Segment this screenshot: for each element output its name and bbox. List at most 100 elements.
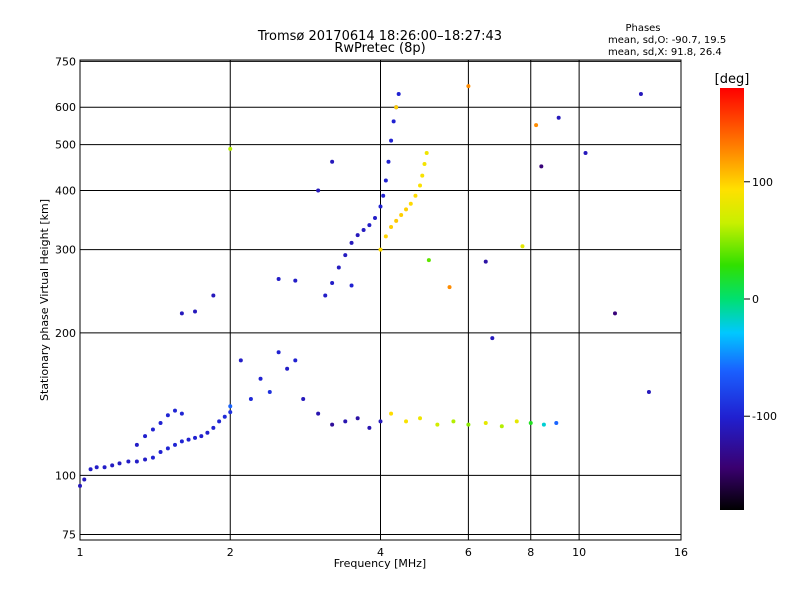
data-point xyxy=(451,419,456,424)
data-point xyxy=(556,115,561,120)
data-point xyxy=(420,173,425,178)
data-point xyxy=(330,422,335,427)
data-point xyxy=(343,253,348,258)
data-point xyxy=(222,414,227,419)
x-tick-label: 8 xyxy=(527,546,534,559)
data-point xyxy=(150,455,155,460)
data-point xyxy=(179,411,184,416)
data-point xyxy=(520,244,525,249)
data-point xyxy=(386,159,391,164)
colorbar-tick-label: -100 xyxy=(752,410,777,423)
y-axis-ticks: 75 100 200 300 400 500 600 750 xyxy=(55,55,76,541)
data-point xyxy=(78,483,82,488)
data-point xyxy=(391,119,396,124)
data-point xyxy=(466,422,471,427)
data-point xyxy=(193,435,198,440)
data-point xyxy=(418,416,423,421)
data-point xyxy=(165,446,170,451)
data-point xyxy=(422,162,427,167)
data-point xyxy=(534,123,539,128)
data-point xyxy=(336,265,341,270)
data-point xyxy=(383,234,388,239)
data-point xyxy=(134,442,139,447)
data-point xyxy=(228,146,233,151)
data-point xyxy=(413,193,418,198)
x-tick-label: 6 xyxy=(465,546,472,559)
data-point xyxy=(211,293,216,298)
x-tick-label: 1 xyxy=(77,546,84,559)
data-point xyxy=(466,84,471,89)
data-point xyxy=(490,336,495,341)
data-point xyxy=(82,477,87,482)
data-point xyxy=(389,224,394,229)
data-point xyxy=(483,259,488,264)
data-point xyxy=(126,459,131,464)
data-point xyxy=(435,422,440,427)
data-point xyxy=(408,201,413,206)
data-point xyxy=(349,240,354,245)
x-tick-label: 16 xyxy=(674,546,688,559)
data-point xyxy=(367,223,372,228)
stats-o-mode: mean, sd,O: -90.7, 19.5 xyxy=(608,35,726,46)
data-point xyxy=(217,419,222,424)
data-point xyxy=(110,463,115,468)
data-point xyxy=(528,421,533,426)
y-tick-label: 200 xyxy=(55,327,76,340)
data-point xyxy=(361,228,366,233)
data-point xyxy=(483,421,488,426)
data-point xyxy=(349,283,354,288)
data-point xyxy=(276,277,281,282)
y-tick-label: 500 xyxy=(55,139,76,152)
data-point xyxy=(514,419,519,424)
data-point xyxy=(179,439,184,444)
colorbar-tick-label: 100 xyxy=(752,176,773,189)
data-point xyxy=(102,465,107,470)
data-point xyxy=(248,397,253,402)
data-point xyxy=(389,138,394,143)
data-point xyxy=(424,151,429,156)
data-point xyxy=(381,193,386,198)
data-point xyxy=(583,151,588,156)
data-point xyxy=(378,204,383,209)
chart-title: Tromsø 20170614 18:26:00–18:27:43 xyxy=(257,29,502,44)
colorbar xyxy=(720,88,744,510)
data-point xyxy=(285,366,290,371)
colorbar-ticks: 100 0 -100 xyxy=(744,176,777,423)
data-point xyxy=(316,411,321,416)
data-point xyxy=(88,467,93,472)
data-point xyxy=(143,457,148,462)
colorbar-label: [deg] xyxy=(715,72,750,87)
data-point xyxy=(394,105,399,110)
data-point xyxy=(447,285,452,290)
y-axis-label: Stationary phase Virtual Height [km] xyxy=(38,199,51,401)
data-point xyxy=(158,421,163,426)
chart-subtitle: RwPretec (8p) xyxy=(334,41,425,56)
data-point xyxy=(343,419,348,424)
stats-heading: Phases xyxy=(625,23,660,34)
data-point xyxy=(355,233,360,238)
y-tick-label: 100 xyxy=(55,469,76,482)
data-point xyxy=(646,390,651,395)
data-point xyxy=(199,434,204,439)
data-point xyxy=(539,164,544,169)
data-point xyxy=(165,413,170,418)
data-point xyxy=(389,411,394,416)
data-point xyxy=(293,278,298,283)
data-point xyxy=(330,159,335,164)
data-point xyxy=(554,421,559,426)
y-tick-label: 75 xyxy=(62,528,76,541)
data-point xyxy=(330,281,335,286)
data-point xyxy=(293,358,298,363)
data-point xyxy=(238,358,243,363)
stats-x-mode: mean, sd,X: 91.8, 26.4 xyxy=(608,47,722,58)
data-point xyxy=(228,410,233,415)
data-point xyxy=(612,311,617,316)
y-tick-label: 400 xyxy=(55,185,76,198)
data-point xyxy=(211,425,216,430)
data-point xyxy=(158,450,163,455)
data-point xyxy=(638,91,643,96)
x-tick-label: 10 xyxy=(572,546,586,559)
data-point xyxy=(172,442,177,447)
data-point xyxy=(267,390,272,395)
